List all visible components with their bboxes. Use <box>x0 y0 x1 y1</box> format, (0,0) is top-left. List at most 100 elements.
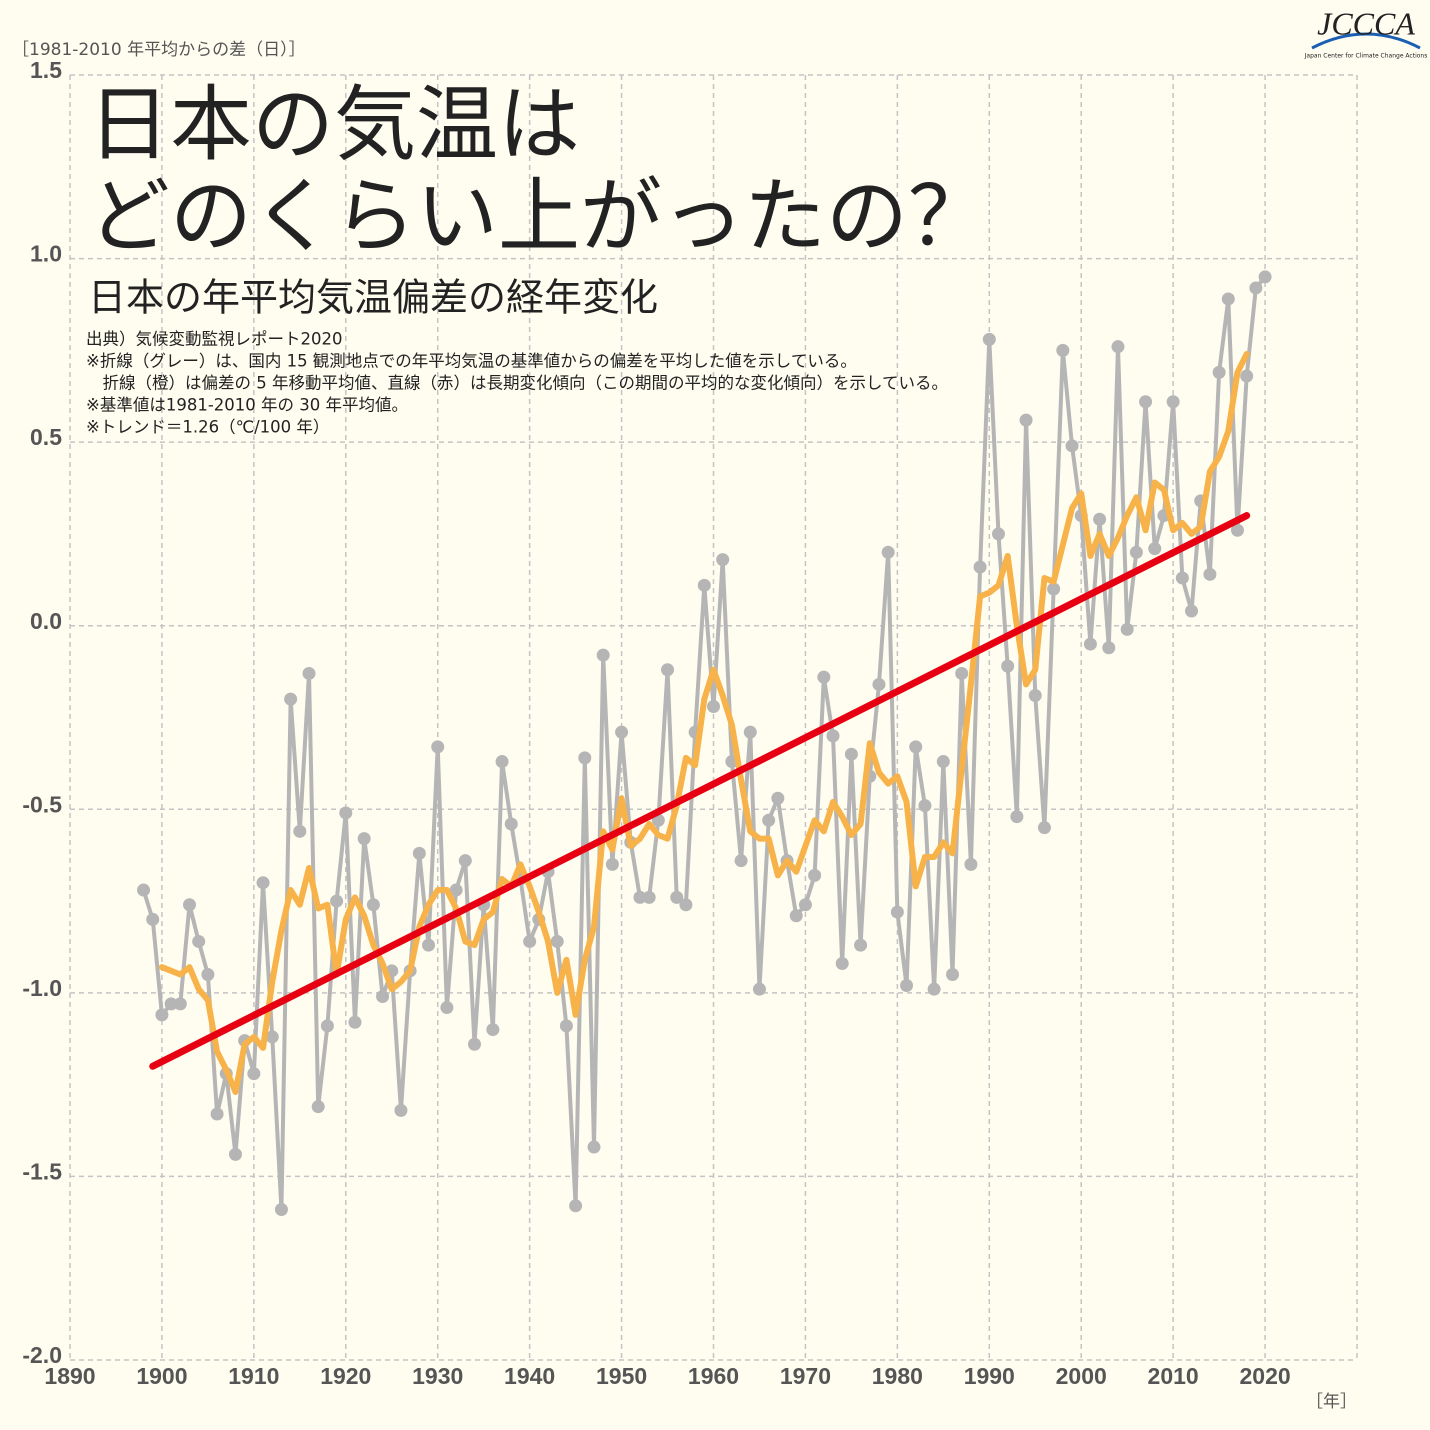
data-point <box>330 894 344 908</box>
data-point <box>927 982 941 996</box>
data-point <box>1028 688 1042 702</box>
data-point <box>973 560 987 574</box>
data-point <box>900 979 914 993</box>
trend-line <box>149 512 1251 1070</box>
data-point <box>1010 810 1024 824</box>
data-point <box>909 740 923 754</box>
data-point <box>1212 365 1226 379</box>
data-point <box>357 832 371 846</box>
data-point <box>201 968 215 981</box>
data-point <box>918 799 932 813</box>
data-point <box>412 846 426 860</box>
data-point <box>991 527 1005 541</box>
data-point <box>569 1199 583 1213</box>
data-point <box>615 725 629 739</box>
data-point <box>835 956 849 970</box>
data-point <box>1139 395 1153 409</box>
data-point <box>661 663 675 677</box>
data-point <box>1120 622 1134 636</box>
title-line: 日本の気温は <box>88 77 580 172</box>
logo-name: JCCCA <box>1317 5 1415 41</box>
data-point <box>486 1023 500 1037</box>
data-point <box>798 898 812 912</box>
data-point <box>1203 567 1217 581</box>
x-tick-label: 1980 <box>872 1363 923 1389</box>
x-tick-label: 1960 <box>688 1363 739 1389</box>
logo-arc <box>1311 32 1421 50</box>
data-point <box>146 912 160 926</box>
data-point <box>155 1008 169 1022</box>
data-point <box>559 1019 573 1033</box>
data-point <box>247 1067 261 1081</box>
data-point <box>495 755 509 769</box>
data-point <box>256 876 270 890</box>
data-point <box>164 997 178 1011</box>
logo: JCCCA Japan Center for Climate Change Ac… <box>1304 5 1428 59</box>
data-point <box>1056 343 1070 357</box>
data-point <box>605 857 619 871</box>
y-tick-label: 0.5 <box>30 424 62 450</box>
data-point <box>1249 281 1263 295</box>
x-tick-label: 1950 <box>596 1363 647 1389</box>
data-point <box>642 890 656 904</box>
note: 出典）気候変動監視レポート2020 <box>86 330 343 349</box>
data-point <box>881 545 895 559</box>
data-point <box>936 755 950 769</box>
data-point <box>1093 512 1107 526</box>
x-tick-label: 1930 <box>412 1363 463 1389</box>
x-tick-label: 1910 <box>228 1363 279 1389</box>
data-point <box>734 854 748 868</box>
data-point <box>293 824 307 838</box>
data-point <box>752 982 766 996</box>
note: ※折線（グレー）は、国内 15 観測地点での年平均気温の基準値からの偏差を平均し… <box>86 352 857 371</box>
x-tick-label: 1920 <box>320 1363 371 1389</box>
data-point <box>808 868 822 882</box>
data-point <box>192 934 206 948</box>
y-axis-label: ［1981-2010 年平均からの差（日）］ <box>12 40 306 60</box>
data-point <box>890 905 904 919</box>
data-point <box>1175 571 1189 585</box>
data-point <box>431 740 445 754</box>
data-point <box>302 666 316 680</box>
y-tick-label: 1.5 <box>30 57 62 83</box>
x-tick-label: 2010 <box>1148 1363 1199 1389</box>
data-point <box>1037 821 1051 835</box>
data-point <box>394 1103 408 1117</box>
data-point <box>946 968 960 981</box>
note: ※トレンド＝1.26（℃/100 年） <box>86 418 329 437</box>
data-point <box>679 898 693 912</box>
data-point <box>716 553 730 567</box>
data-point <box>523 934 537 948</box>
data-point <box>1258 270 1272 284</box>
y-tick-label: 1.0 <box>30 241 62 267</box>
x-tick-label: 1970 <box>780 1363 831 1389</box>
data-point <box>137 883 151 897</box>
data-point <box>1001 659 1015 673</box>
data-point <box>311 1100 325 1114</box>
note: ※基準値は1981-2010 年の 30 年平均値。 <box>86 396 408 415</box>
data-point <box>467 1037 481 1051</box>
x-tick-label: 2000 <box>1056 1363 1107 1389</box>
x-tick-label: 1940 <box>504 1363 555 1389</box>
title-line: どのくらい上がったの？ <box>88 169 990 264</box>
data-point <box>183 898 197 912</box>
data-point <box>228 1147 242 1161</box>
subtitle: 日本の年平均気温偏差の経年変化 <box>88 276 658 320</box>
data-point <box>376 990 390 1004</box>
x-tick-label: 1890 <box>44 1363 95 1389</box>
data-point <box>274 1202 288 1216</box>
data-point <box>1129 545 1143 559</box>
data-point <box>872 677 886 691</box>
data-point <box>964 857 978 871</box>
data-point <box>817 670 831 684</box>
data-point <box>1221 292 1235 306</box>
data-point <box>670 890 684 904</box>
notes: 出典）気候変動監視レポート2020 ※折線（グレー）は、国内 15 観測地点での年… <box>86 330 948 437</box>
data-point <box>366 898 380 912</box>
data-point <box>173 997 187 1011</box>
data-point <box>1240 369 1254 383</box>
data-point <box>596 648 610 662</box>
series-line <box>158 351 1250 1095</box>
